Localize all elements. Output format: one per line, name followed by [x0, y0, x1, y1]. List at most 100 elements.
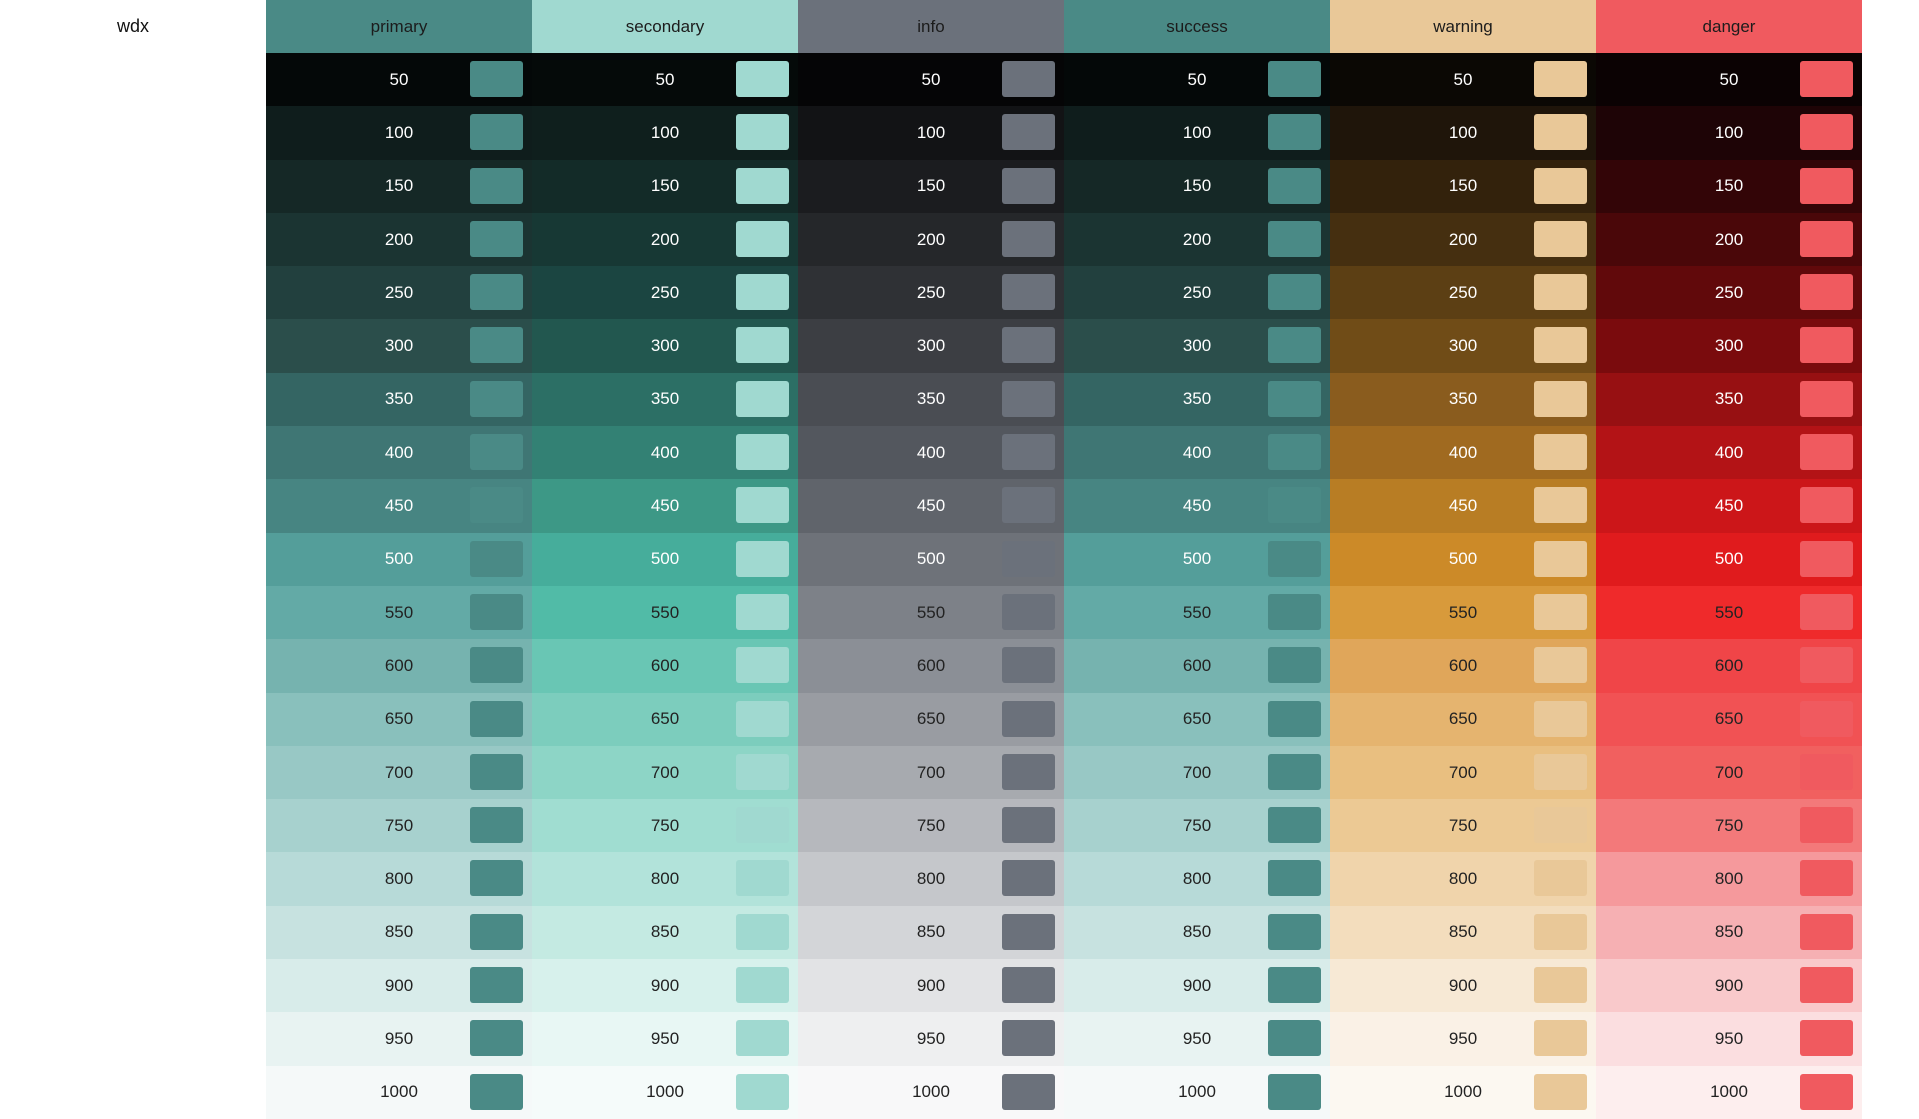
color-swatch	[470, 913, 523, 950]
color-swatch	[1800, 647, 1853, 684]
color-swatch	[1268, 913, 1321, 950]
shade-cell-secondary: 400	[532, 426, 798, 480]
color-swatch	[1800, 807, 1853, 844]
shade-cell-danger: 950	[1596, 1012, 1862, 1066]
color-swatch	[1268, 860, 1321, 897]
color-swatch	[1800, 1020, 1853, 1057]
shade-cell-primary: 50	[266, 53, 532, 107]
shade-label: 100	[1448, 122, 1478, 142]
shade-cell-danger: 400	[1596, 426, 1862, 480]
shade-cell-warning: 900	[1330, 959, 1596, 1013]
shade-row: 400 400 400 400 400 400	[266, 426, 1862, 480]
shade-cell-info: 100	[798, 106, 1064, 160]
shade-cell-success: 250	[1064, 266, 1330, 320]
shade-row: 500 500 500 500 500 500	[266, 532, 1862, 586]
shade-label: 650	[916, 709, 946, 729]
shade-label: 900	[1448, 975, 1478, 995]
shade-label: 550	[650, 602, 680, 622]
shade-cell-warning: 850	[1330, 905, 1596, 960]
shade-row: 100 100 100 100 100 100	[266, 106, 1862, 160]
shade-cell-secondary: 100	[532, 106, 798, 160]
color-swatch	[1534, 753, 1587, 790]
shade-label: 900	[384, 975, 414, 995]
color-swatch	[470, 1020, 523, 1057]
color-swatch	[736, 274, 789, 311]
shade-row: 250 250 250 250 250 250	[266, 266, 1862, 320]
shade-label: 700	[1448, 762, 1478, 782]
shade-cell-info: 850	[798, 905, 1064, 960]
shade-label: 150	[1182, 176, 1212, 196]
color-swatch	[736, 327, 789, 364]
color-swatch	[1002, 327, 1055, 364]
shade-cell-success: 300	[1064, 319, 1330, 373]
shade-cell-danger: 550	[1596, 585, 1862, 640]
shade-label: 800	[1714, 869, 1744, 889]
shade-row: 550 550 550 550 550 550	[266, 585, 1862, 640]
shade-label: 550	[384, 602, 414, 622]
color-swatch	[470, 700, 523, 737]
palette-header-primary: primary	[266, 0, 532, 53]
shade-label: 850	[650, 922, 680, 942]
shade-label: 600	[1714, 655, 1744, 675]
color-swatch	[470, 114, 523, 151]
shade-label: 600	[650, 655, 680, 675]
shade-label: 800	[1448, 869, 1478, 889]
shade-cell-secondary: 950	[532, 1012, 798, 1066]
shade-label: 1000	[646, 1082, 684, 1102]
color-swatch	[736, 220, 789, 257]
shade-label: 650	[384, 709, 414, 729]
palette-header-secondary: secondary	[532, 0, 798, 53]
shade-label: 750	[650, 815, 680, 835]
color-swatch	[1268, 487, 1321, 524]
shade-label: 450	[1182, 496, 1212, 516]
color-swatch	[1268, 434, 1321, 471]
color-swatch	[1534, 647, 1587, 684]
shade-label: 300	[1714, 336, 1744, 356]
palette-header-danger: danger	[1596, 0, 1862, 53]
shade-label: 850	[1182, 922, 1212, 942]
shade-cell-info: 250	[798, 266, 1064, 320]
shade-cell-primary: 100	[266, 106, 532, 160]
shade-label: 300	[1182, 336, 1212, 356]
shade-cell-info: 50	[798, 53, 1064, 107]
shade-label: 600	[916, 655, 946, 675]
shade-cell-warning: 50	[1330, 53, 1596, 107]
shade-cell-success: 100	[1064, 106, 1330, 160]
color-swatch	[736, 913, 789, 950]
color-swatch	[736, 540, 789, 577]
shade-cell-secondary: 200	[532, 212, 798, 267]
color-swatch	[1268, 540, 1321, 577]
shade-cell-info: 400	[798, 426, 1064, 480]
shade-label: 950	[916, 1028, 946, 1048]
shade-label: 400	[384, 442, 414, 462]
color-swatch	[1800, 967, 1853, 1004]
shade-cell-success: 600	[1064, 639, 1330, 693]
color-swatch	[1534, 434, 1587, 471]
color-swatch	[1002, 967, 1055, 1004]
color-swatch	[736, 700, 789, 737]
shade-cell-danger: 850	[1596, 905, 1862, 960]
shade-label: 800	[1182, 869, 1212, 889]
color-swatch	[1534, 860, 1587, 897]
shade-cell-secondary: 850	[532, 905, 798, 960]
shade-row: 950 950 950 950 950 950	[266, 1012, 1862, 1066]
color-swatch	[1268, 274, 1321, 311]
shade-cell-primary: 900	[266, 959, 532, 1013]
shade-label: 750	[1182, 815, 1212, 835]
shade-label: 350	[1714, 389, 1744, 409]
shade-cell-secondary: 600	[532, 639, 798, 693]
shade-cell-secondary: 250	[532, 266, 798, 320]
shade-cell-primary: 250	[266, 266, 532, 320]
shade-cell-info: 500	[798, 532, 1064, 586]
shade-cell-success: 550	[1064, 585, 1330, 640]
shade-cell-secondary: 350	[532, 372, 798, 427]
shade-cell-danger: 150	[1596, 159, 1862, 213]
shade-cell-danger: 700	[1596, 745, 1862, 800]
color-swatch	[1268, 807, 1321, 844]
shade-cell-success: 850	[1064, 905, 1330, 960]
shade-label: 550	[1714, 602, 1744, 622]
shade-cell-danger: 900	[1596, 959, 1862, 1013]
shade-cell-danger: 50	[1596, 53, 1862, 107]
color-swatch	[1534, 700, 1587, 737]
shade-label: 850	[916, 922, 946, 942]
